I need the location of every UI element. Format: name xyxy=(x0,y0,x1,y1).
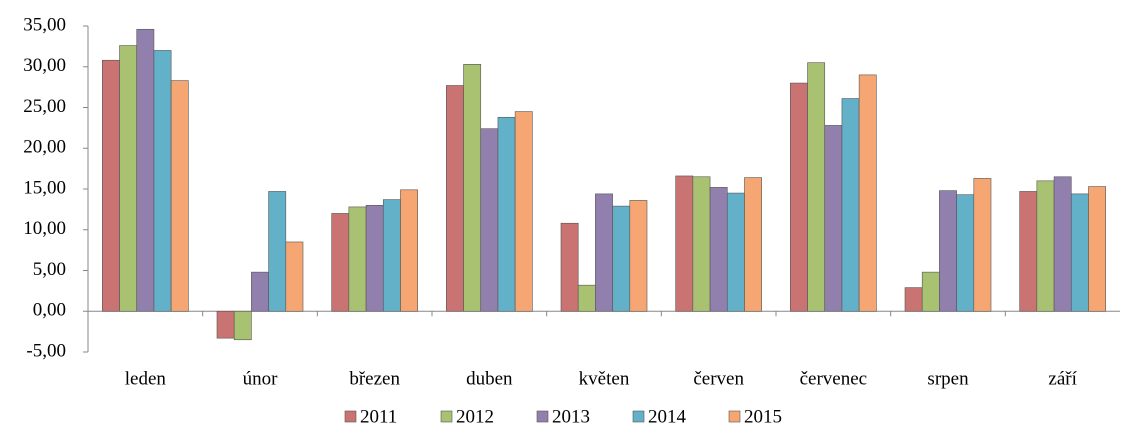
y-tick-label: 30,00 xyxy=(23,55,66,76)
x-tick-label: červen xyxy=(693,368,744,389)
bar xyxy=(1070,193,1089,312)
bar xyxy=(285,241,304,312)
legend-swatch xyxy=(632,410,645,423)
legend-swatch xyxy=(536,410,549,423)
bar xyxy=(807,62,826,312)
y-tick-label: 0,00 xyxy=(33,300,66,321)
bar xyxy=(744,177,762,312)
bar xyxy=(692,176,711,312)
bar xyxy=(268,191,287,312)
bar xyxy=(939,190,957,312)
x-tick-label: červenec xyxy=(800,368,868,389)
bar xyxy=(463,64,482,312)
y-tick-label: 15,00 xyxy=(23,177,66,198)
bar xyxy=(170,80,189,312)
legend-swatch xyxy=(440,410,453,423)
y-tick-label: 20,00 xyxy=(23,137,66,158)
bar xyxy=(560,222,579,312)
bar xyxy=(497,116,516,312)
bar xyxy=(251,271,269,312)
x-tick-label: květen xyxy=(579,368,630,389)
bar xyxy=(577,284,596,312)
bar xyxy=(153,50,172,312)
legend-label: 2015 xyxy=(744,406,782,427)
bar xyxy=(956,194,975,312)
legend-label: 2012 xyxy=(456,406,494,427)
x-tick-label: srpen xyxy=(927,368,969,389)
bar xyxy=(675,175,694,312)
x-tick-label: únor xyxy=(243,368,279,389)
bar xyxy=(709,187,728,312)
y-tick-label: -5,00 xyxy=(26,340,66,361)
bar xyxy=(136,28,155,312)
bar xyxy=(921,271,940,312)
y-tick-label: 5,00 xyxy=(33,259,66,280)
legend-label: 2014 xyxy=(648,406,687,427)
bar xyxy=(904,287,923,312)
bar xyxy=(1019,191,1038,312)
bar xyxy=(514,111,533,312)
bar xyxy=(790,82,808,312)
y-tick-label: 25,00 xyxy=(23,96,66,117)
y-tick-label: 35,00 xyxy=(23,14,66,35)
bar xyxy=(1088,186,1106,312)
bar xyxy=(102,59,120,312)
bar xyxy=(233,310,252,341)
bar xyxy=(1036,180,1055,312)
bar xyxy=(400,189,418,312)
bar xyxy=(365,205,384,312)
x-tick-label: leden xyxy=(125,368,167,389)
bar xyxy=(216,310,235,339)
x-tick-label: září xyxy=(1048,368,1077,389)
y-tick-label: 10,00 xyxy=(23,218,66,239)
bar xyxy=(629,200,648,312)
legend-swatch xyxy=(344,410,357,423)
bar xyxy=(858,74,877,312)
bar xyxy=(612,205,631,312)
x-tick-label: duben xyxy=(466,368,513,389)
bar xyxy=(1053,176,1072,312)
bar xyxy=(973,178,992,312)
x-tick-label: březen xyxy=(349,368,400,389)
bar xyxy=(595,193,613,312)
legend-label: 2011 xyxy=(360,406,397,427)
bar xyxy=(382,199,401,312)
bar xyxy=(119,45,138,312)
legend-swatch xyxy=(728,410,741,423)
bar xyxy=(726,192,745,312)
bar xyxy=(841,98,860,312)
bar xyxy=(446,85,464,312)
bar xyxy=(824,125,843,312)
bar xyxy=(480,128,499,312)
bar xyxy=(348,206,367,312)
bar xyxy=(331,213,350,312)
legend-label: 2013 xyxy=(552,406,590,427)
